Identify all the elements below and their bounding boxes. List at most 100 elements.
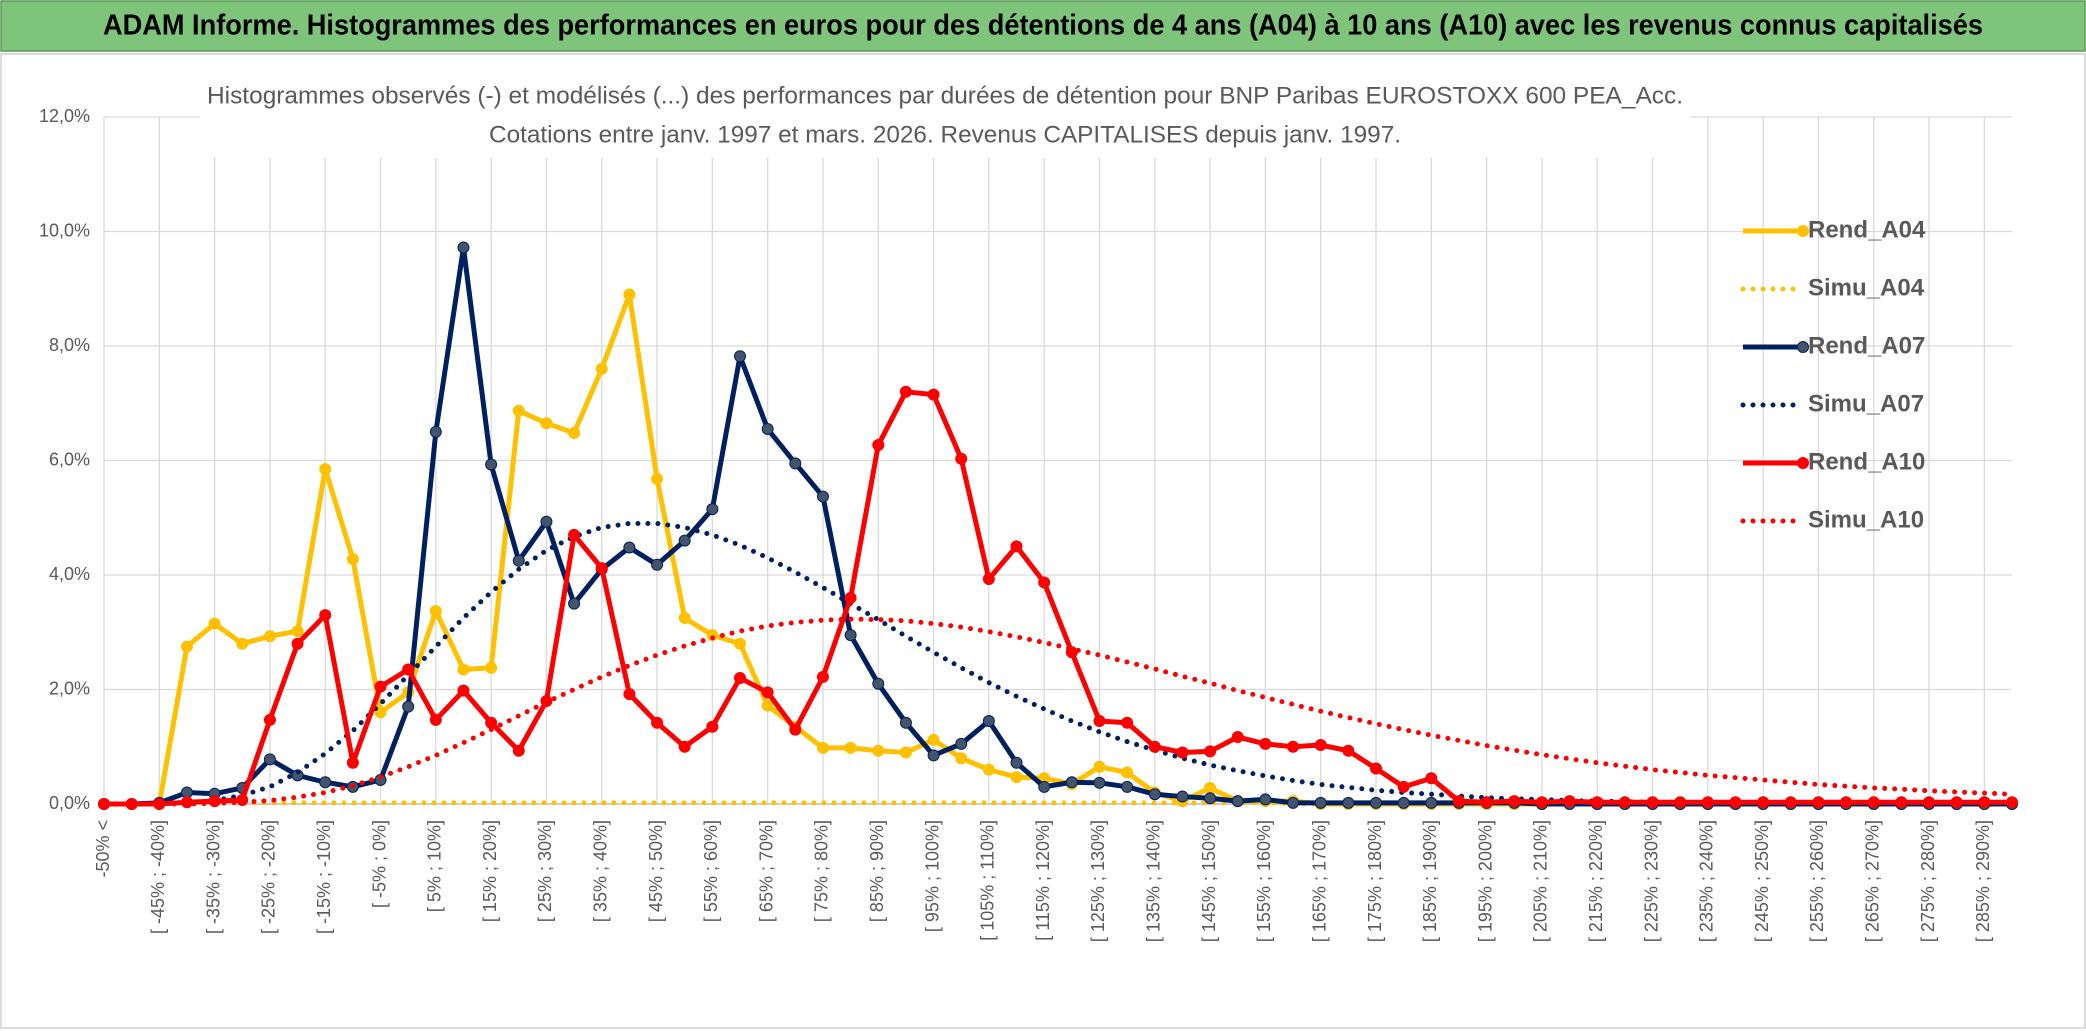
x-tick-label: -50% < <box>93 820 113 878</box>
series-marker <box>734 637 746 650</box>
series-marker <box>927 733 940 746</box>
grid <box>103 116 2012 805</box>
series-marker <box>651 558 664 571</box>
x-tick-label: [ 125% ; 130%] <box>1088 820 1108 942</box>
series-marker <box>1729 796 1742 809</box>
legend-marker <box>1797 341 1809 353</box>
series-marker <box>263 630 276 643</box>
series-marker <box>1176 746 1189 759</box>
series-marker <box>1010 771 1023 784</box>
series-marker <box>1840 796 1853 809</box>
x-tick-label: [ 115% ; 120%] <box>1033 820 1053 941</box>
plot <box>98 241 2018 810</box>
series-marker <box>982 573 995 586</box>
series-marker <box>1646 796 1659 809</box>
series-marker <box>678 740 691 753</box>
x-tick-label: [ 235% ; 240%] <box>1697 820 1717 942</box>
series-marker <box>1010 540 1023 553</box>
series-marker <box>429 425 442 438</box>
x-tick-label: [ 15% ; 20%] <box>480 820 500 922</box>
x-tick-label: [ 45% ; 50%] <box>646 820 666 922</box>
series-marker <box>734 672 746 685</box>
series-marker <box>319 776 332 789</box>
legend-label: Rend_A07 <box>1808 332 1925 359</box>
series-marker <box>1231 731 1244 744</box>
x-tick-label: [ 5% ; 10%] <box>425 820 445 912</box>
series-marker <box>457 663 470 676</box>
series-marker <box>1093 760 1106 773</box>
series-marker <box>1480 796 1493 809</box>
x-tick-label: [ 215% ; 220%] <box>1586 820 1606 942</box>
series-marker <box>982 763 995 776</box>
series-marker <box>1950 796 1963 809</box>
series-marker <box>1674 796 1687 809</box>
series-marker <box>1923 796 1936 809</box>
x-tick-label: [ 35% ; 40%] <box>590 820 610 922</box>
y-tick-label: 2,0% <box>49 678 90 698</box>
series-marker <box>1425 772 1438 785</box>
y-tick-label: 8,0% <box>49 335 90 355</box>
series-marker <box>1867 796 1880 809</box>
series-marker <box>208 617 221 630</box>
series-marker <box>927 388 940 401</box>
x-tick-label: [ 135% ; 140%] <box>1144 820 1164 942</box>
series-marker <box>982 714 995 727</box>
series-marker <box>623 288 636 301</box>
series-marker <box>485 458 498 471</box>
series-marker <box>816 741 829 754</box>
series-marker <box>761 699 774 712</box>
x-tick-label: [ -15% ; -10%] <box>314 820 334 934</box>
x-tick-label: [ 55% ; 60%] <box>701 820 721 922</box>
series-marker <box>2006 796 2018 809</box>
legend: Rend_A04 Simu_A04 Rend_A07 Simu_A07 Rend_A10… <box>1740 216 1926 533</box>
series-marker <box>1978 796 1991 809</box>
x-tick-label: [ 95% ; 100%] <box>922 820 942 932</box>
header-bar <box>0 0 2086 52</box>
series-marker <box>1148 740 1161 753</box>
series-marker <box>1148 788 1161 801</box>
series-marker <box>1204 781 1217 794</box>
series-marker <box>1038 576 1051 589</box>
series-marker <box>1397 796 1410 809</box>
series-marker <box>1121 716 1134 729</box>
x-tick-label: [ 185% ; 190%] <box>1420 820 1440 942</box>
series-marker <box>899 746 912 759</box>
series-marker <box>457 684 470 697</box>
series-marker <box>1701 796 1714 809</box>
series-marker <box>540 515 553 528</box>
legend-label: Simu_A07 <box>1808 390 1924 417</box>
series-marker <box>678 611 691 624</box>
series-marker <box>1231 795 1244 808</box>
series-marker <box>485 716 498 729</box>
x-tick-label: [ 275% ; 280%] <box>1918 820 1938 942</box>
legend-marker <box>1797 457 1809 469</box>
series-marker <box>291 637 304 650</box>
series-marker <box>291 625 304 638</box>
series-marker <box>568 597 581 610</box>
series-marker <box>568 528 581 541</box>
title-box <box>200 76 1690 158</box>
series-marker <box>1812 796 1825 809</box>
series-marker <box>844 629 857 642</box>
axes: 0,0% 2,0% 4,0% 6,0% 8,0% 10,0% 12,0% -50% < [ -4… <box>39 106 2012 942</box>
series-marker <box>927 749 940 762</box>
x-tick-label: [ 265% ; 270%] <box>1862 820 1882 942</box>
header-title: ADAM Informe. Histogrammes des performan… <box>103 10 1983 42</box>
x-tick-label: [ 25% ; 30%] <box>535 820 555 922</box>
series-marker <box>402 663 415 676</box>
x-tick-label: [ -25% ; -20%] <box>259 820 279 934</box>
series-marker <box>512 404 525 417</box>
series-marker <box>1591 796 1604 809</box>
series-marker <box>1204 745 1217 758</box>
series-marker <box>651 472 664 485</box>
series-marker <box>1508 795 1521 808</box>
series-marker <box>540 417 553 430</box>
series-marker <box>706 503 719 516</box>
series-marker <box>789 723 802 736</box>
y-tick-label: 10,0% <box>39 220 90 240</box>
x-tick-label: [ 285% ; 290%] <box>1973 820 1993 942</box>
series-marker <box>623 541 636 554</box>
series-marker <box>955 752 968 765</box>
series-marker <box>789 457 802 470</box>
